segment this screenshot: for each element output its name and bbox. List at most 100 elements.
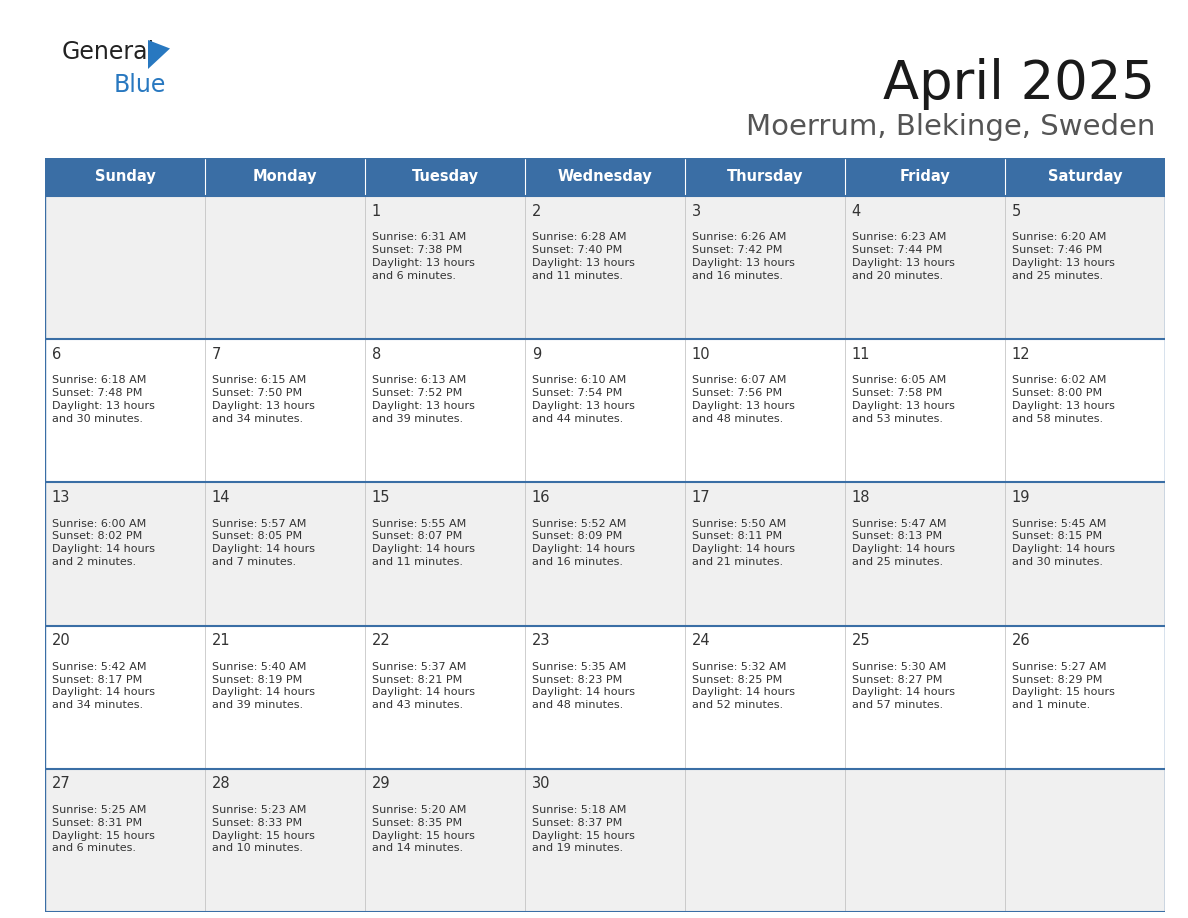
Bar: [1005, 339, 1165, 482]
Bar: [1005, 768, 1165, 912]
Text: 25: 25: [852, 633, 871, 648]
Text: Sunrise: 6:10 AM
Sunset: 7:54 PM
Daylight: 13 hours
and 44 minutes.: Sunrise: 6:10 AM Sunset: 7:54 PM Dayligh…: [532, 375, 634, 424]
Text: Moerrum, Blekinge, Sweden: Moerrum, Blekinge, Sweden: [746, 113, 1155, 141]
Text: April 2025: April 2025: [883, 58, 1155, 110]
Text: Sunrise: 6:31 AM
Sunset: 7:38 PM
Daylight: 13 hours
and 6 minutes.: Sunrise: 6:31 AM Sunset: 7:38 PM Dayligh…: [372, 232, 474, 281]
Bar: [1005, 482, 1165, 625]
Text: Tuesday: Tuesday: [411, 170, 479, 185]
Text: Sunrise: 5:35 AM
Sunset: 8:23 PM
Daylight: 14 hours
and 48 minutes.: Sunrise: 5:35 AM Sunset: 8:23 PM Dayligh…: [532, 662, 634, 711]
Text: Blue: Blue: [114, 73, 166, 97]
Text: Sunrise: 5:57 AM
Sunset: 8:05 PM
Daylight: 14 hours
and 7 minutes.: Sunrise: 5:57 AM Sunset: 8:05 PM Dayligh…: [211, 519, 315, 567]
Text: 12: 12: [1012, 347, 1030, 362]
Text: Sunrise: 6:28 AM
Sunset: 7:40 PM
Daylight: 13 hours
and 11 minutes.: Sunrise: 6:28 AM Sunset: 7:40 PM Dayligh…: [532, 232, 634, 281]
Text: 13: 13: [52, 490, 70, 505]
Text: Sunrise: 5:18 AM
Sunset: 8:37 PM
Daylight: 15 hours
and 19 minutes.: Sunrise: 5:18 AM Sunset: 8:37 PM Dayligh…: [532, 805, 634, 854]
Bar: [365, 339, 525, 482]
Text: Sunrise: 5:23 AM
Sunset: 8:33 PM
Daylight: 15 hours
and 10 minutes.: Sunrise: 5:23 AM Sunset: 8:33 PM Dayligh…: [211, 805, 315, 854]
Bar: [525, 768, 685, 912]
Bar: [206, 339, 365, 482]
Text: 24: 24: [691, 633, 710, 648]
Text: 5: 5: [1012, 204, 1020, 218]
Text: 28: 28: [211, 777, 230, 791]
Text: Sunrise: 5:20 AM
Sunset: 8:35 PM
Daylight: 15 hours
and 14 minutes.: Sunrise: 5:20 AM Sunset: 8:35 PM Dayligh…: [372, 805, 474, 854]
Text: Sunday: Sunday: [95, 170, 156, 185]
Text: 1: 1: [372, 204, 381, 218]
Bar: [845, 768, 1005, 912]
Text: Friday: Friday: [899, 170, 950, 185]
Bar: [206, 768, 365, 912]
Text: Sunrise: 5:42 AM
Sunset: 8:17 PM
Daylight: 14 hours
and 34 minutes.: Sunrise: 5:42 AM Sunset: 8:17 PM Dayligh…: [52, 662, 154, 711]
Bar: [685, 768, 845, 912]
Bar: [45, 768, 206, 912]
Text: Sunrise: 6:23 AM
Sunset: 7:44 PM
Daylight: 13 hours
and 20 minutes.: Sunrise: 6:23 AM Sunset: 7:44 PM Dayligh…: [852, 232, 955, 281]
Bar: [206, 625, 365, 768]
Text: 18: 18: [852, 490, 871, 505]
Bar: [45, 158, 206, 196]
Text: Sunrise: 5:32 AM
Sunset: 8:25 PM
Daylight: 14 hours
and 52 minutes.: Sunrise: 5:32 AM Sunset: 8:25 PM Dayligh…: [691, 662, 795, 711]
Text: Monday: Monday: [253, 170, 317, 185]
Bar: [845, 482, 1005, 625]
Bar: [525, 482, 685, 625]
Bar: [525, 158, 685, 196]
Text: Thursday: Thursday: [727, 170, 803, 185]
Text: 21: 21: [211, 633, 230, 648]
Bar: [845, 625, 1005, 768]
Bar: [845, 158, 1005, 196]
Text: 7: 7: [211, 347, 221, 362]
Text: Saturday: Saturday: [1048, 170, 1123, 185]
Bar: [525, 625, 685, 768]
Bar: [206, 482, 365, 625]
Text: 26: 26: [1012, 633, 1030, 648]
Text: 2: 2: [532, 204, 541, 218]
Text: Sunrise: 5:27 AM
Sunset: 8:29 PM
Daylight: 15 hours
and 1 minute.: Sunrise: 5:27 AM Sunset: 8:29 PM Dayligh…: [1012, 662, 1114, 711]
Text: Sunrise: 5:55 AM
Sunset: 8:07 PM
Daylight: 14 hours
and 11 minutes.: Sunrise: 5:55 AM Sunset: 8:07 PM Dayligh…: [372, 519, 475, 567]
Text: Sunrise: 5:47 AM
Sunset: 8:13 PM
Daylight: 14 hours
and 25 minutes.: Sunrise: 5:47 AM Sunset: 8:13 PM Dayligh…: [852, 519, 955, 567]
Text: 23: 23: [532, 633, 550, 648]
Text: Sunrise: 6:18 AM
Sunset: 7:48 PM
Daylight: 13 hours
and 30 minutes.: Sunrise: 6:18 AM Sunset: 7:48 PM Dayligh…: [52, 375, 154, 424]
Text: 20: 20: [52, 633, 70, 648]
Bar: [1005, 158, 1165, 196]
Bar: [1005, 625, 1165, 768]
Text: 16: 16: [532, 490, 550, 505]
Bar: [685, 196, 845, 339]
Text: Sunrise: 5:25 AM
Sunset: 8:31 PM
Daylight: 15 hours
and 6 minutes.: Sunrise: 5:25 AM Sunset: 8:31 PM Dayligh…: [52, 805, 154, 854]
Bar: [845, 196, 1005, 339]
Text: Sunrise: 5:50 AM
Sunset: 8:11 PM
Daylight: 14 hours
and 21 minutes.: Sunrise: 5:50 AM Sunset: 8:11 PM Dayligh…: [691, 519, 795, 567]
Polygon shape: [148, 40, 170, 69]
Text: Sunrise: 6:00 AM
Sunset: 8:02 PM
Daylight: 14 hours
and 2 minutes.: Sunrise: 6:00 AM Sunset: 8:02 PM Dayligh…: [52, 519, 154, 567]
Text: 8: 8: [372, 347, 381, 362]
Text: 6: 6: [52, 347, 61, 362]
Bar: [1005, 196, 1165, 339]
Text: 19: 19: [1012, 490, 1030, 505]
Text: 3: 3: [691, 204, 701, 218]
Text: Sunrise: 6:20 AM
Sunset: 7:46 PM
Daylight: 13 hours
and 25 minutes.: Sunrise: 6:20 AM Sunset: 7:46 PM Dayligh…: [1012, 232, 1114, 281]
Text: Wednesday: Wednesday: [557, 170, 652, 185]
Bar: [685, 339, 845, 482]
Text: Sunrise: 5:37 AM
Sunset: 8:21 PM
Daylight: 14 hours
and 43 minutes.: Sunrise: 5:37 AM Sunset: 8:21 PM Dayligh…: [372, 662, 475, 711]
Text: General: General: [62, 40, 156, 64]
Bar: [45, 625, 206, 768]
Text: Sunrise: 6:15 AM
Sunset: 7:50 PM
Daylight: 13 hours
and 34 minutes.: Sunrise: 6:15 AM Sunset: 7:50 PM Dayligh…: [211, 375, 315, 424]
Text: 30: 30: [532, 777, 550, 791]
Bar: [685, 625, 845, 768]
Bar: [845, 339, 1005, 482]
Bar: [685, 158, 845, 196]
Bar: [525, 196, 685, 339]
Text: 11: 11: [852, 347, 871, 362]
Text: Sunrise: 6:07 AM
Sunset: 7:56 PM
Daylight: 13 hours
and 48 minutes.: Sunrise: 6:07 AM Sunset: 7:56 PM Dayligh…: [691, 375, 795, 424]
Bar: [365, 196, 525, 339]
Text: 9: 9: [532, 347, 541, 362]
Bar: [365, 158, 525, 196]
Bar: [685, 482, 845, 625]
Text: Sunrise: 6:26 AM
Sunset: 7:42 PM
Daylight: 13 hours
and 16 minutes.: Sunrise: 6:26 AM Sunset: 7:42 PM Dayligh…: [691, 232, 795, 281]
Text: 29: 29: [372, 777, 391, 791]
Bar: [206, 196, 365, 339]
Text: Sunrise: 5:40 AM
Sunset: 8:19 PM
Daylight: 14 hours
and 39 minutes.: Sunrise: 5:40 AM Sunset: 8:19 PM Dayligh…: [211, 662, 315, 711]
Text: 27: 27: [52, 777, 70, 791]
Text: 14: 14: [211, 490, 230, 505]
Bar: [45, 339, 206, 482]
Text: Sunrise: 6:02 AM
Sunset: 8:00 PM
Daylight: 13 hours
and 58 minutes.: Sunrise: 6:02 AM Sunset: 8:00 PM Dayligh…: [1012, 375, 1114, 424]
Text: 22: 22: [372, 633, 391, 648]
Text: Sunrise: 5:45 AM
Sunset: 8:15 PM
Daylight: 14 hours
and 30 minutes.: Sunrise: 5:45 AM Sunset: 8:15 PM Dayligh…: [1012, 519, 1114, 567]
Bar: [525, 339, 685, 482]
